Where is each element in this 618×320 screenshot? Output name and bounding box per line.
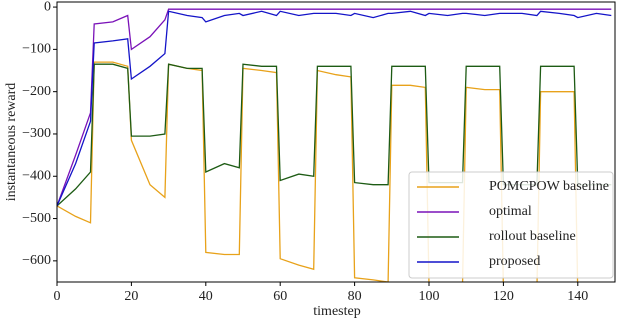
x-tick-label: 120 — [493, 289, 514, 304]
x-tick-label: 40 — [199, 289, 213, 304]
x-tick-label: 20 — [124, 289, 138, 304]
x-tick-label: 80 — [348, 289, 362, 304]
legend: POMCPOW baseline optimal rollout baseline p… — [408, 171, 614, 279]
series-line — [57, 10, 612, 207]
y-axis-label: instantaneous reward — [4, 83, 19, 202]
y-tick-label: −300 — [22, 126, 51, 141]
y-tick-label: −500 — [22, 211, 51, 226]
x-tick-label: 60 — [273, 289, 287, 304]
x-axis-label: timestep — [313, 304, 360, 319]
legend-label: proposed — [489, 254, 540, 269]
x-tick-label: 100 — [419, 289, 440, 304]
series-line — [57, 61, 579, 282]
y-tick-label: −200 — [22, 84, 51, 99]
y-tick-label: −600 — [22, 253, 51, 268]
legend-label: optimal — [489, 204, 532, 219]
y-tick-label: 0 — [44, 0, 51, 14]
series-line — [57, 8, 612, 207]
x-tick-label: 140 — [567, 289, 588, 304]
legend-label: POMCPOW baseline — [489, 179, 609, 194]
plot-frame — [56, 1, 616, 283]
legend-label: rollout baseline — [489, 229, 576, 244]
x-tick-label: 0 — [54, 289, 61, 304]
y-tick-label: −100 — [22, 42, 51, 57]
legend-box — [408, 171, 614, 279]
y-tick-label: −400 — [22, 168, 51, 183]
